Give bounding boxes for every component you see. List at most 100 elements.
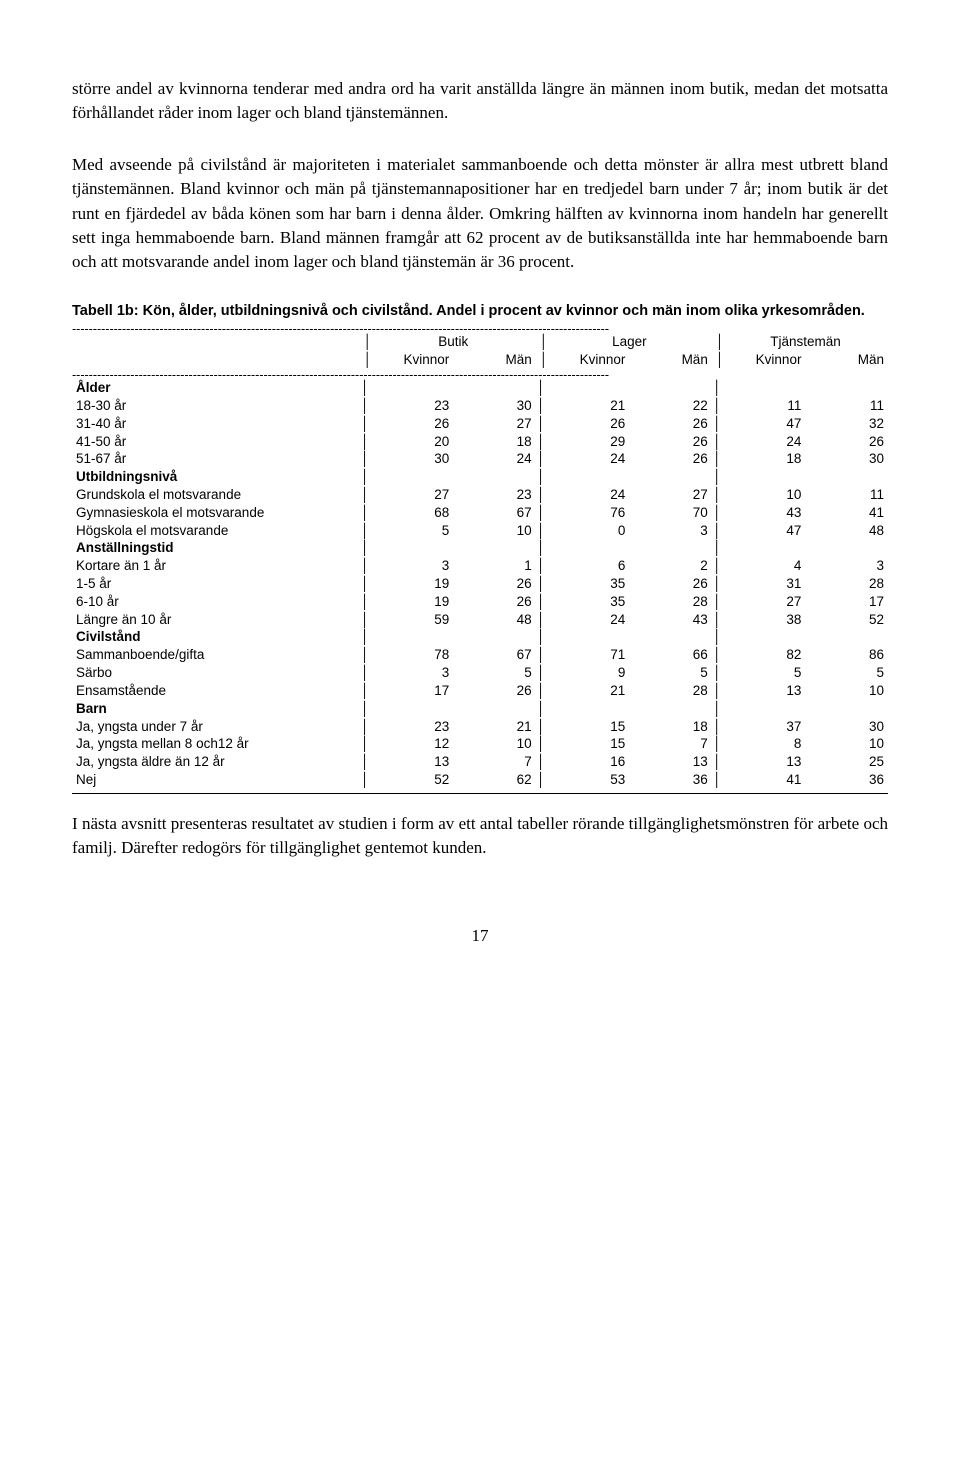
row-label: 18-30 år [72, 397, 360, 415]
cell: 26 [453, 682, 535, 700]
cell: 8 [723, 735, 805, 753]
pipe: │ [360, 557, 371, 575]
cell: 43 [723, 504, 805, 522]
cell: 27 [371, 486, 453, 504]
table-row: Grundskola el motsvarande│2723│2427│1011 [72, 486, 888, 504]
cell: 9 [547, 664, 629, 682]
pipe: │ [360, 646, 371, 664]
table-row: Särbo│35│95│55 [72, 664, 888, 682]
row-label: 31-40 år [72, 415, 360, 433]
cell: 13 [723, 753, 805, 771]
pipe: │ [360, 718, 371, 736]
pipe: │ [360, 397, 371, 415]
section-header-row: Anställningstid│││ [72, 539, 888, 557]
col-kvinnor: Kvinnor [723, 351, 805, 369]
table-row: 1-5 år│1926│3526│3128 [72, 575, 888, 593]
cell: 32 [805, 415, 888, 433]
row-label: Ja, yngsta under 7 år [72, 718, 360, 736]
table-row: Nej│5262│5336│4136 [72, 771, 888, 789]
cell: 26 [629, 450, 711, 468]
cell: 26 [547, 415, 629, 433]
cell: 27 [629, 486, 711, 504]
table-row: Ja, yngsta äldre än 12 år│137│1613│1325 [72, 753, 888, 771]
pipe: │ [712, 646, 723, 664]
pipe: │ [536, 593, 547, 611]
section-header-row: Utbildningsnivå│││ [72, 468, 888, 486]
section-title: Utbildningsnivå [72, 468, 360, 486]
cell: 16 [547, 753, 629, 771]
cell: 19 [371, 575, 453, 593]
cell: 10 [805, 735, 888, 753]
pipe: │ [536, 735, 547, 753]
cell: 28 [629, 593, 711, 611]
cell: 3 [805, 557, 888, 575]
cell: 26 [371, 415, 453, 433]
cell: 21 [547, 397, 629, 415]
pipe: │ [360, 611, 371, 629]
pipe: │ [712, 771, 723, 789]
row-label: Kortare än 1 år [72, 557, 360, 575]
cell: 35 [547, 593, 629, 611]
page-number: 17 [72, 924, 888, 948]
cell: 31 [723, 575, 805, 593]
cell: 18 [629, 718, 711, 736]
pipe: │ [536, 522, 547, 540]
pipe: │ [536, 539, 547, 557]
cell: 21 [547, 682, 629, 700]
pipe: │ [360, 682, 371, 700]
cell: 12 [371, 735, 453, 753]
cell: 27 [723, 593, 805, 611]
pipe: │ [712, 415, 723, 433]
cell: 10 [453, 522, 535, 540]
cell: 52 [805, 611, 888, 629]
table-row: 6-10 år│1926│3528│2717 [72, 593, 888, 611]
pipe: │ [360, 753, 371, 771]
pipe: │ [712, 628, 723, 646]
cell: 0 [547, 522, 629, 540]
cell: 7 [629, 735, 711, 753]
cell: 11 [805, 397, 888, 415]
cell: 41 [723, 771, 805, 789]
pipe: │ [536, 628, 547, 646]
cell: 13 [723, 682, 805, 700]
cell: 10 [805, 682, 888, 700]
cell: 18 [723, 450, 805, 468]
pipe: │ [360, 450, 371, 468]
cell: 3 [629, 522, 711, 540]
pipe: │ [536, 504, 547, 522]
cell: 52 [371, 771, 453, 789]
pipe: │ [360, 628, 371, 646]
pipe: │ [712, 539, 723, 557]
table-rule-bottom [72, 793, 888, 794]
cell: 4 [723, 557, 805, 575]
pipe: │ [360, 664, 371, 682]
pipe: │ [712, 575, 723, 593]
pipe: │ [712, 593, 723, 611]
table-row: Kortare än 1 år│31│62│43 [72, 557, 888, 575]
section-title: Civilstånd [72, 628, 360, 646]
row-label: Gymnasieskola el motsvarande [72, 504, 360, 522]
table-row: Sammanboende/gifta│7867│7166│8286 [72, 646, 888, 664]
section-title: Barn [72, 700, 360, 718]
pipe: │ [536, 700, 547, 718]
col-kvinnor: Kvinnor [371, 351, 453, 369]
cell: 66 [629, 646, 711, 664]
table-row: 18-30 år│2330│2122│1111 [72, 397, 888, 415]
cell: 28 [629, 682, 711, 700]
pipe: │ [712, 522, 723, 540]
table-row: Längre än 10 år│5948│2443│3852 [72, 611, 888, 629]
pipe: │ [712, 611, 723, 629]
cell: 3 [371, 557, 453, 575]
cell: 82 [723, 646, 805, 664]
table-row: Ja, yngsta mellan 8 och12 år│1210│157│81… [72, 735, 888, 753]
pipe: │ [536, 351, 547, 369]
cell: 18 [453, 433, 535, 451]
cell: 5 [805, 664, 888, 682]
cell: 38 [723, 611, 805, 629]
pipe: │ [536, 415, 547, 433]
cell: 5 [453, 664, 535, 682]
pipe: │ [712, 379, 723, 397]
section-header-row: Barn│││ [72, 700, 888, 718]
section-title: Ålder [72, 379, 360, 397]
pipe: │ [536, 433, 547, 451]
